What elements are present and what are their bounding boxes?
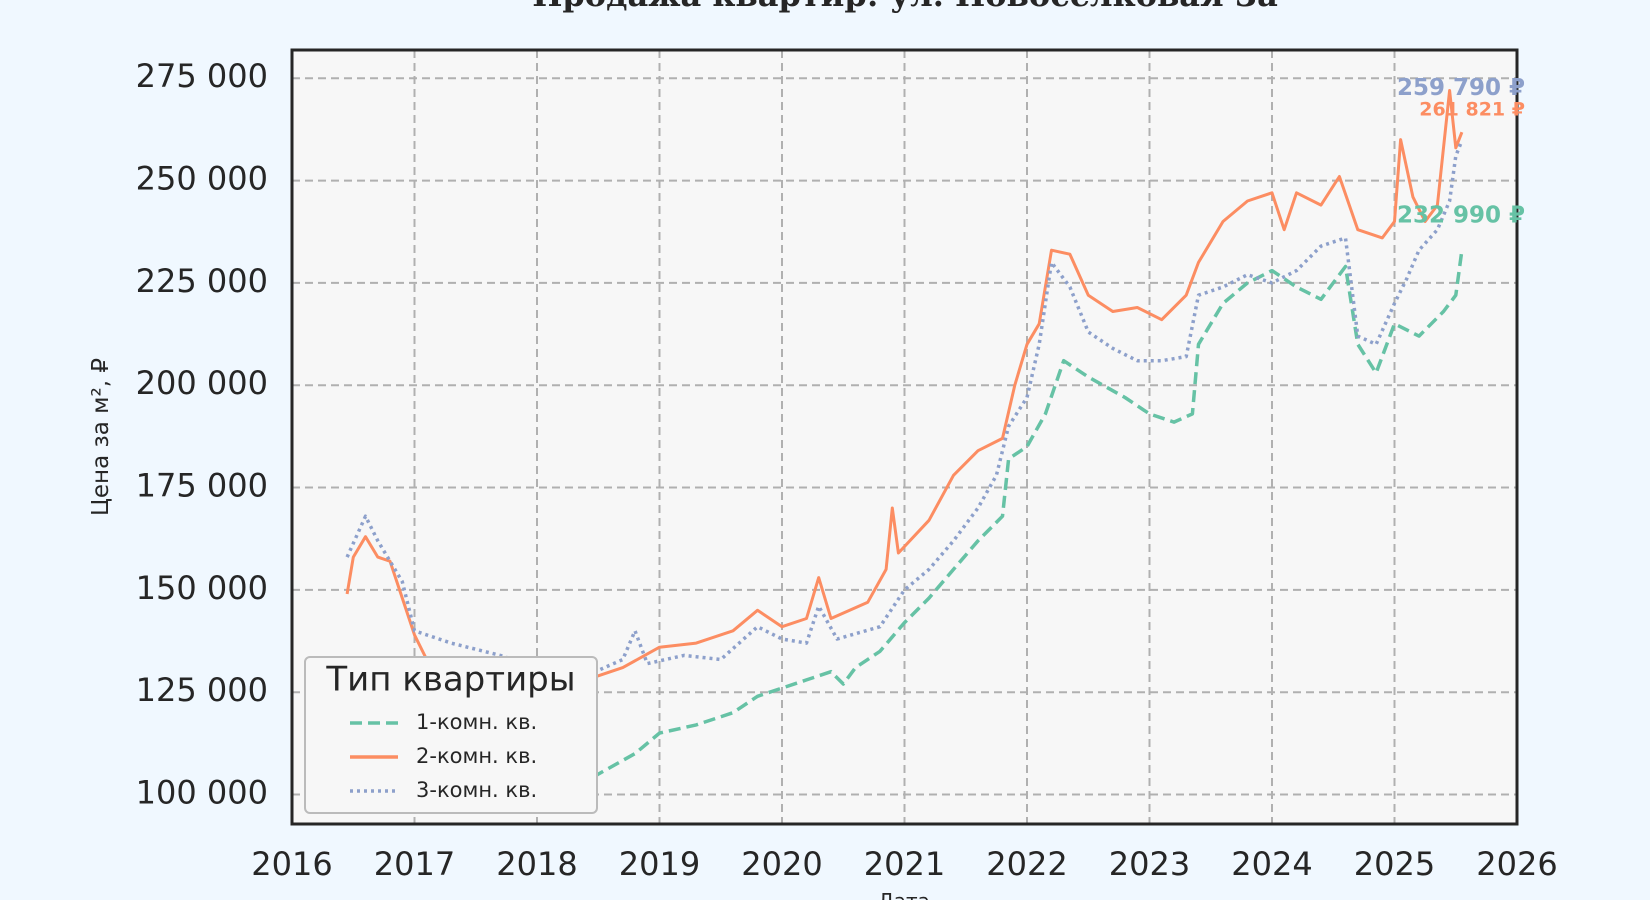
x-tick-label: 2019 [619,845,700,883]
series-line [352,249,1464,793]
x-tick-label: 2021 [864,845,945,883]
end-label: 259 790 ₽ [1397,75,1525,101]
legend-box [304,656,598,814]
end-label: 261 821 ₽ [1419,99,1525,121]
x-tick-label: 2023 [1109,845,1190,883]
y-tick-label: 200 000 [136,364,268,402]
y-tick-label: 250 000 [136,160,268,198]
legend-label: 2-комн. кв. [416,744,537,768]
legend-label: 1-комн. кв. [416,710,537,734]
x-tick-label: 2024 [1231,845,1312,883]
x-axis-label: Дата [878,889,930,900]
legend-title: Тип квартиры [325,660,575,700]
chart-title: Продажа квартир: ул. Новоселковая 3а [532,0,1278,14]
y-tick-label: 275 000 [136,57,268,95]
legend-label: 3-комн. кв. [416,778,537,802]
y-tick-label: 150 000 [136,569,268,607]
x-tick-label: 2018 [496,845,577,883]
x-tick-label: 2022 [986,845,1067,883]
x-tick-label: 2026 [1476,845,1557,883]
y-tick-label: 175 000 [136,467,268,505]
y-tick-label: 125 000 [136,671,268,709]
series-line [345,139,1464,678]
x-tick-label: 2017 [374,845,455,883]
plot-frame [290,48,1519,826]
legend: Тип квартиры 1-комн. кв. 2-комн. кв. 3-ком… [304,656,598,814]
y-axis-label: Цена за м², ₽ [88,358,114,516]
y-tick-label: 225 000 [136,262,268,300]
y-tick-label: 100 000 [136,774,268,812]
x-tick-label: 2020 [741,845,822,883]
end-label: 232 990 ₽ [1397,203,1525,229]
x-tick-label: 2016 [251,845,332,883]
x-tick-label: 2025 [1354,845,1435,883]
